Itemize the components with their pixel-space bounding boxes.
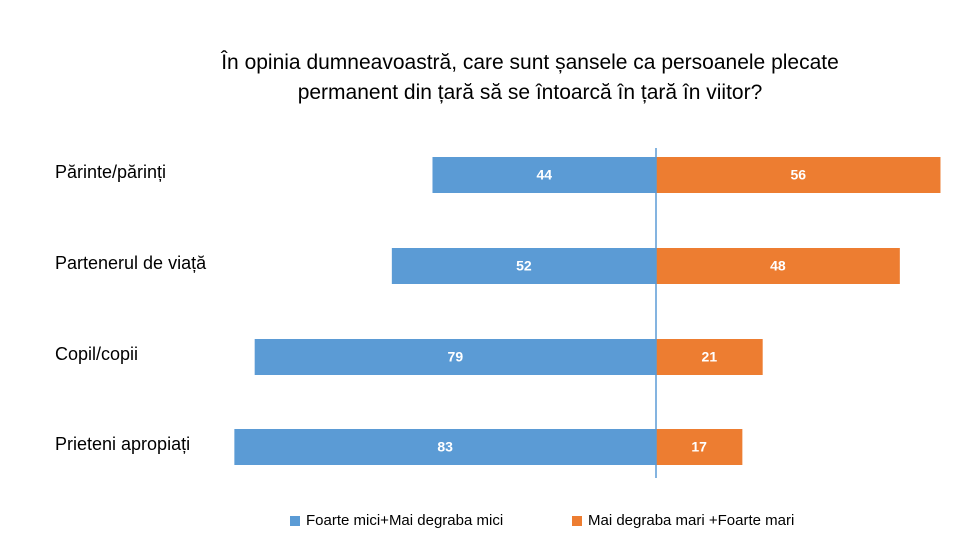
bar-high-partenerul-de-viata: [656, 248, 900, 284]
chart-title-line-1: În opinia dumneavoastră, care sunt șanse…: [221, 51, 839, 74]
legend-item-low-chances: Foarte mici+Mai degraba mici: [290, 512, 503, 529]
legend-swatch-low-chances: [290, 515, 300, 526]
bar-high-copil-copii: [656, 339, 763, 375]
data-label-low-parinte-parinti: 44: [536, 167, 552, 183]
category-label-copil-copii: Copil/copii: [55, 344, 138, 364]
bar-high-parinte-parinti: [656, 157, 941, 193]
legend-item-high-chances: Mai degraba mari +Foarte mari: [572, 512, 794, 529]
chart-title: În opinia dumneavoastră, care sunt șanse…: [150, 48, 910, 108]
data-label-low-partenerul-de-viata: 52: [516, 258, 532, 274]
data-label-high-prieteni-apropiati: 17: [691, 439, 707, 455]
data-label-high-parinte-parinti: 56: [790, 167, 806, 183]
category-label-parinte-parinti: Părinte/părinți: [55, 162, 166, 182]
data-label-high-copil-copii: 21: [702, 349, 718, 365]
bar-high-prieteni-apropiati: [656, 429, 743, 465]
bar-low-parinte-parinti: [432, 157, 656, 193]
legend-label-high-chances: Mai degraba mari +Foarte mari: [588, 512, 795, 529]
bar-low-prieteni-apropiati: [234, 429, 657, 465]
chart-legend: Foarte mici+Mai degraba mici Mai degraba…: [0, 512, 974, 536]
legend-swatch-high-chances: [572, 515, 582, 526]
diverging-bar-chart: Părinte/părinți 44 56 Partenerul de viață 52…: [55, 148, 941, 478]
data-label-low-copil-copii: 79: [448, 349, 464, 365]
data-label-high-partenerul-de-viata: 48: [770, 258, 786, 274]
data-label-low-prieteni-apropiati: 83: [437, 439, 453, 455]
chart-title-line-2: permanent din țară să se întoarcă în țar…: [297, 81, 763, 104]
legend-label-low-chances: Foarte mici+Mai degraba mici: [306, 512, 504, 529]
bar-low-partenerul-de-viata: [391, 248, 656, 284]
category-label-partenerul-de-viata: Partenerul de viață: [55, 253, 207, 273]
category-label-prieteni-apropiati: Prieteni apropiați: [55, 434, 190, 454]
bar-low-copil-copii: [254, 339, 656, 375]
